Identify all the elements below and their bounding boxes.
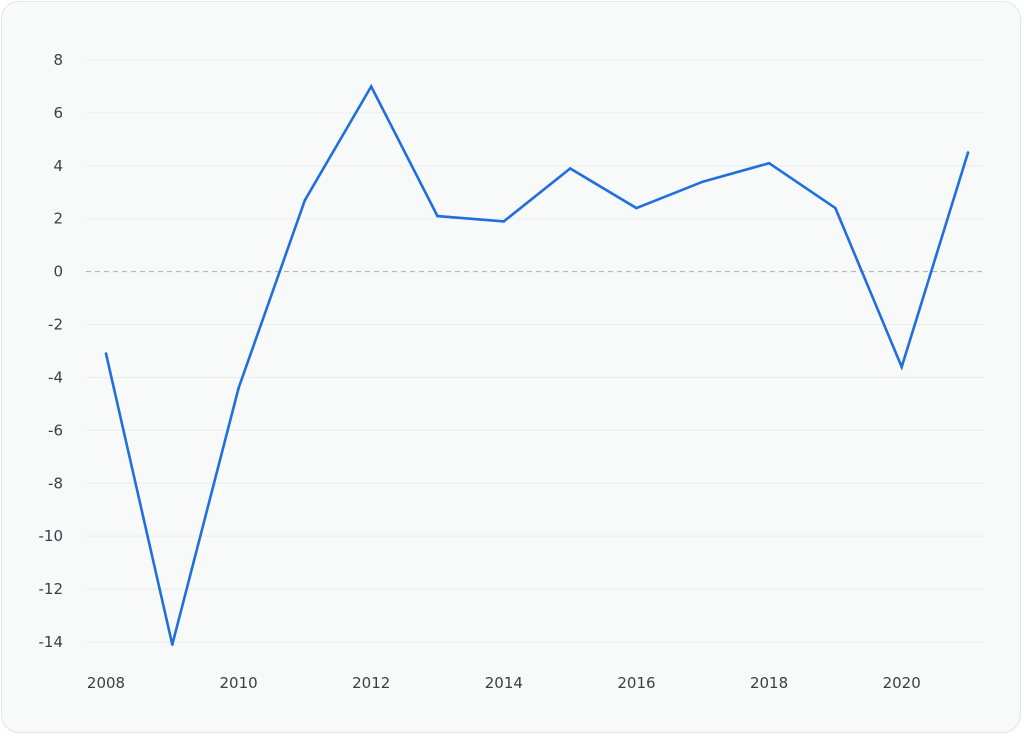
y-tick-label: 0 [53, 263, 63, 281]
x-tick-label: 2012 [352, 674, 390, 692]
y-tick-label: 4 [53, 157, 63, 175]
x-tick-label: 2008 [87, 674, 125, 692]
data-points [104, 85, 970, 646]
x-tick-label: 2014 [485, 674, 523, 692]
y-tick-label: 8 [53, 51, 63, 69]
y-axis-ticks: 8 6 4 2 0 -2 -4 -6 -8 -10 -12 -14 [39, 51, 64, 651]
x-axis-ticks: 2008 2010 2012 2014 2016 2018 2020 [87, 674, 921, 692]
y-tick-label: 2 [53, 210, 63, 228]
data-point [436, 214, 439, 218]
data-point [635, 206, 638, 210]
data-series [104, 83, 970, 645]
data-point [767, 161, 771, 165]
grid-lines [86, 59, 984, 643]
y-tick-label: -10 [39, 527, 64, 545]
data-point [568, 167, 572, 170]
y-tick-label: -8 [48, 474, 63, 492]
x-tick-label: 2016 [617, 674, 655, 692]
series-line [104, 83, 970, 645]
y-tick-label: 6 [53, 104, 63, 122]
y-tick-label: -6 [48, 421, 63, 439]
y-tick-label: -14 [39, 633, 64, 651]
x-tick-label: 2018 [750, 674, 788, 692]
data-point [900, 365, 903, 369]
data-point [237, 386, 240, 390]
y-tick-label: -4 [48, 368, 63, 386]
x-tick-label: 2020 [883, 674, 921, 692]
y-tick-label: -2 [48, 316, 63, 334]
x-tick-label: 2010 [220, 674, 258, 692]
data-point [834, 206, 837, 210]
data-point [303, 198, 307, 202]
data-point [369, 85, 373, 88]
data-point [171, 643, 174, 646]
data-point [502, 220, 506, 223]
data-point [104, 352, 108, 355]
data-point [701, 180, 705, 183]
y-tick-label: -12 [39, 580, 64, 598]
data-point [966, 151, 970, 154]
